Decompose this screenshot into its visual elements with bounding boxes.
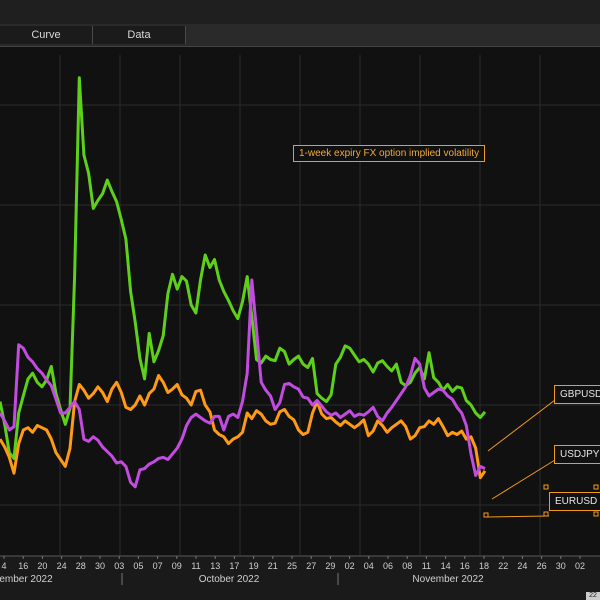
x-tick-label: 24 xyxy=(57,561,67,571)
x-tick-label: 27 xyxy=(306,561,316,571)
x-tick-label: 14 xyxy=(441,561,451,571)
legend-handle xyxy=(593,484,599,490)
x-tick-label: 4 xyxy=(1,561,6,571)
x-month-label: November 2022 xyxy=(412,574,484,585)
x-tick-label: 02 xyxy=(575,561,585,571)
series-line-eurusd xyxy=(0,278,486,489)
x-month-label: October 2022 xyxy=(199,574,260,585)
x-tick-label: 02 xyxy=(345,561,355,571)
x-tick-label: 05 xyxy=(133,561,143,571)
x-tick-label: 18 xyxy=(479,561,489,571)
legend-gbpusd: GBPUSD xyxy=(554,385,600,404)
legend-handle xyxy=(483,512,489,518)
legend-eurusd: EURUSD xyxy=(549,492,600,511)
legend-leader-line xyxy=(487,515,550,518)
x-tick-label: 22 xyxy=(498,561,508,571)
x-tick-label: 19 xyxy=(249,561,259,571)
x-tick-label: 24 xyxy=(517,561,527,571)
x-tick-label: 09 xyxy=(172,561,182,571)
chart-area: 4 16 20 24 28 30 03 05 07 09 11 13 17 19 21 25 27 29 02 04 0… xyxy=(0,47,600,600)
legend-handle xyxy=(593,511,599,517)
x-tick-label: 13 xyxy=(210,561,220,571)
x-tick-label: 30 xyxy=(556,561,566,571)
x-tick-label: 16 xyxy=(460,561,470,571)
series-line-gbpusd xyxy=(0,76,487,460)
x-tick-label: 06 xyxy=(383,561,393,571)
x-tick-label: 08 xyxy=(402,561,412,571)
x-axis-strip xyxy=(0,556,600,600)
top-toolbar xyxy=(0,0,600,25)
x-tick-label: 30 xyxy=(95,561,105,571)
tab-curve[interactable]: Curve xyxy=(0,26,93,44)
legend-handle xyxy=(543,511,549,517)
legend-leader-line xyxy=(491,459,556,500)
legend-handle xyxy=(543,484,549,490)
x-tick-label: 11 xyxy=(422,561,431,571)
legend-leader-line xyxy=(487,399,556,452)
series-line-usdjpy xyxy=(0,374,487,480)
x-tick-label: 16 xyxy=(18,561,28,571)
x-tick-label: 07 xyxy=(153,561,163,571)
chart-title: 1-week expiry FX option implied volatili… xyxy=(293,145,486,162)
x-tick-label: 26 xyxy=(537,561,547,571)
x-tick-label: 17 xyxy=(229,561,239,571)
tab-bar: Curve Data xyxy=(0,24,600,47)
x-tick-label: 11 xyxy=(191,561,200,571)
x-tick-label: 04 xyxy=(364,561,374,571)
x-tick-label: 25 xyxy=(287,561,297,571)
volatility-chart: 4 16 20 24 28 30 03 05 07 09 11 13 17 19 21 25 27 29 02 04 0… xyxy=(0,55,600,600)
tab-data[interactable]: Data xyxy=(93,26,186,44)
x-tick-label: 21 xyxy=(268,561,278,571)
axis-scroll-stub[interactable]: 22 xyxy=(586,592,600,600)
x-tick-label: 20 xyxy=(37,561,47,571)
x-month-label: ember 2022 xyxy=(0,574,53,585)
x-tick-label: 03 xyxy=(114,561,124,571)
x-tick-label: 28 xyxy=(76,561,86,571)
tab-bar-filler xyxy=(186,26,600,44)
x-tick-label: 29 xyxy=(325,561,335,571)
legend-usdjpy: USDJPY xyxy=(554,445,600,464)
